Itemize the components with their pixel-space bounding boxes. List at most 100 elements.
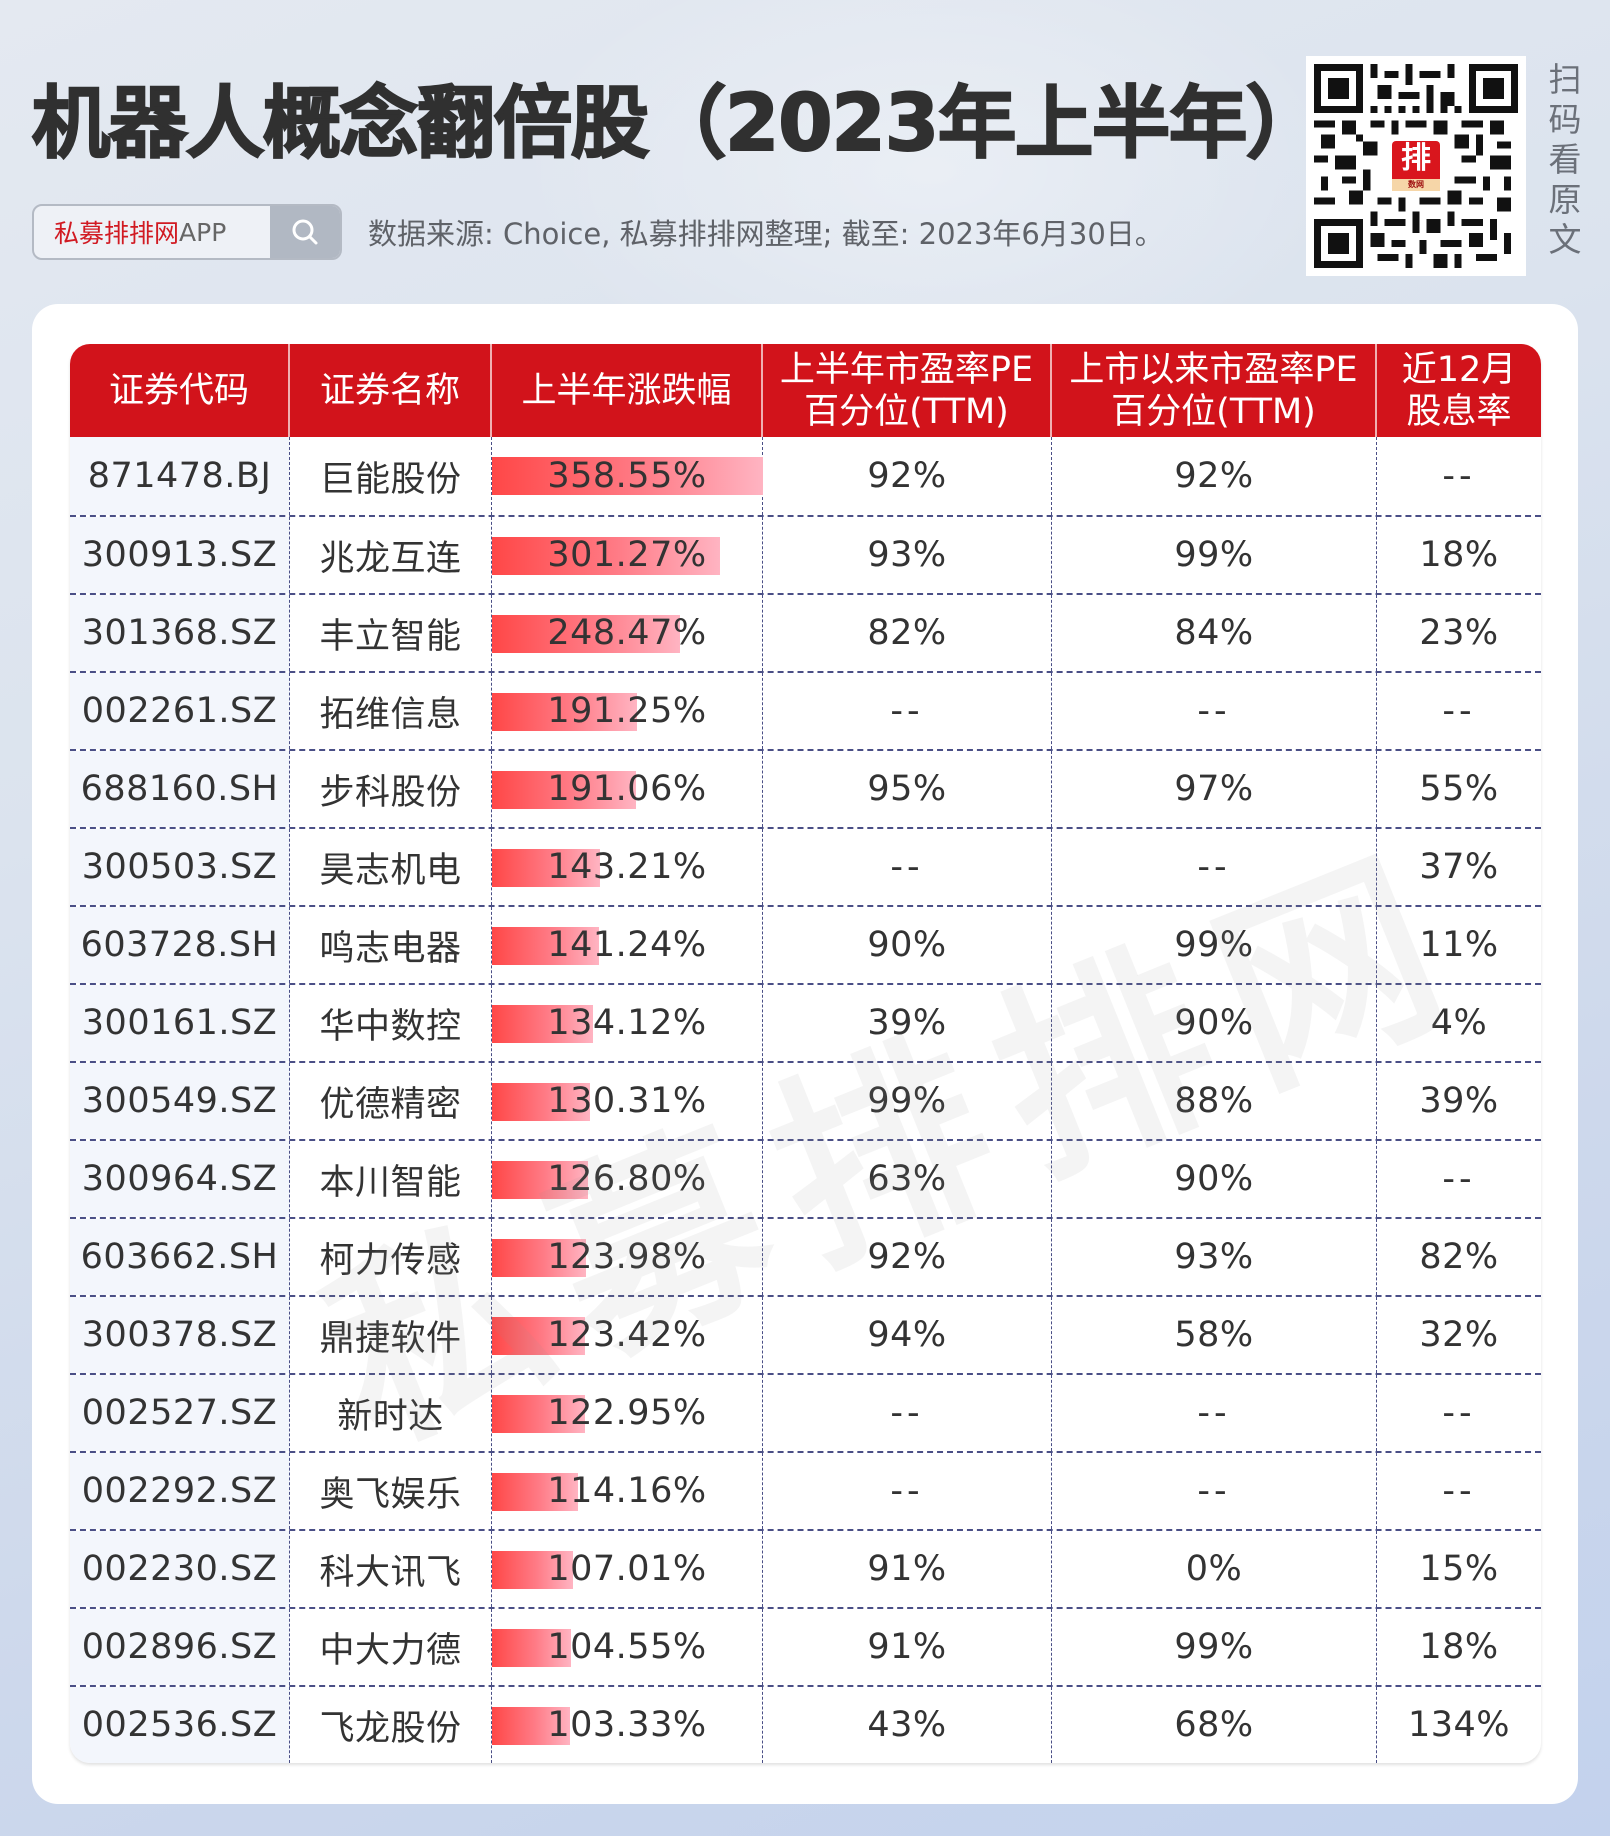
cell-name: 巨能股份 bbox=[290, 437, 492, 515]
table-row[interactable]: 002230.SZ 科大讯飞 107.01% 91% 0% 15% bbox=[70, 1529, 1541, 1607]
change-bar bbox=[492, 1629, 571, 1667]
cell-pe-since-listing: 99% bbox=[1052, 1609, 1377, 1685]
cell-change: 248.47% bbox=[492, 595, 763, 671]
cell-pe-since-listing: 90% bbox=[1052, 985, 1377, 1061]
table-row[interactable]: 300503.SZ 昊志机电 143.21% -- -- 37% bbox=[70, 827, 1541, 905]
scan-caption-char: 码 bbox=[1548, 100, 1582, 139]
cell-pe-h1: 92% bbox=[763, 437, 1052, 515]
column-header-change[interactable]: 上半年涨跌幅 bbox=[492, 344, 763, 437]
scan-caption-char: 扫 bbox=[1548, 60, 1582, 99]
table-row[interactable]: 688160.SH 步科股份 191.06% 95% 97% 55% bbox=[70, 749, 1541, 827]
cell-dividend: -- bbox=[1442, 691, 1476, 731]
cell-pe-since-listing: 68% bbox=[1052, 1687, 1377, 1763]
change-bar bbox=[492, 693, 637, 731]
cell-code: 871478.BJ bbox=[70, 437, 290, 515]
cell-code: 603728.SH bbox=[70, 907, 290, 983]
column-header-name[interactable]: 证券名称 bbox=[290, 344, 492, 437]
scan-caption-char: 文 bbox=[1548, 220, 1582, 259]
brand-label: 私募排排网 APP bbox=[34, 206, 270, 258]
column-header-pe-h1[interactable]: 上半年市盈率PE 百分位(TTM) bbox=[763, 344, 1052, 437]
table-row[interactable]: 300549.SZ 优德精密 130.31% 99% 88% 39% bbox=[70, 1061, 1541, 1139]
change-bar bbox=[492, 537, 720, 575]
qr-code[interactable]: 排 数网 bbox=[1306, 56, 1526, 276]
cell-pe-since-listing: -- bbox=[1052, 829, 1377, 905]
cell-pe-h1: 99% bbox=[763, 1063, 1052, 1139]
table-row[interactable]: 871478.BJ 巨能股份 358.55% 92% 92% -- bbox=[70, 437, 1541, 515]
cell-code: 300549.SZ bbox=[70, 1063, 290, 1139]
cell-name: 飞龙股份 bbox=[290, 1687, 492, 1763]
search-icon bbox=[292, 219, 318, 245]
cell-pe-h1: 92% bbox=[763, 1219, 1052, 1295]
cell-pe-since-listing: 88% bbox=[1052, 1063, 1377, 1139]
scan-caption-char: 看 bbox=[1548, 140, 1582, 179]
change-bar bbox=[492, 1317, 585, 1355]
cell-dividend: 32% bbox=[1419, 1315, 1499, 1355]
cell-pe-h1: -- bbox=[763, 829, 1052, 905]
cell-pe-since-listing: 90% bbox=[1052, 1141, 1377, 1217]
cell-name: 昊志机电 bbox=[290, 829, 492, 905]
cell-pe-h1: 91% bbox=[763, 1531, 1052, 1607]
cell-code: 002536.SZ bbox=[70, 1687, 290, 1763]
brand-search-box[interactable]: 私募排排网 APP bbox=[32, 204, 342, 260]
cell-code: 002261.SZ bbox=[70, 673, 290, 749]
table-row[interactable]: 301368.SZ 丰立智能 248.47% 82% 84% 23% bbox=[70, 593, 1541, 671]
table-header: 证券代码 证券名称 上半年涨跌幅 上半年市盈率PE 百分位(TTM) 上市以来市盈… bbox=[70, 344, 1541, 437]
cell-pe-since-listing: -- bbox=[1052, 1375, 1377, 1451]
cell-change: 134.12% bbox=[492, 985, 763, 1061]
change-bar bbox=[492, 771, 636, 809]
column-header-code[interactable]: 证券代码 bbox=[70, 344, 290, 437]
table-row[interactable]: 002896.SZ 中大力德 104.55% 91% 99% 18% bbox=[70, 1607, 1541, 1685]
cell-change: 107.01% bbox=[492, 1531, 763, 1607]
cell-pe-since-listing: 99% bbox=[1052, 907, 1377, 983]
table-row[interactable]: 603662.SH 柯力传感 123.98% 92% 93% 82% bbox=[70, 1217, 1541, 1295]
cell-pe-h1: 39% bbox=[763, 985, 1052, 1061]
cell-name: 鼎捷软件 bbox=[290, 1297, 492, 1373]
column-header-pe-since-listing[interactable]: 上市以来市盈率PE 百分位(TTM) bbox=[1052, 344, 1377, 437]
cell-dividend: 15% bbox=[1419, 1549, 1499, 1589]
table-row[interactable]: 300378.SZ 鼎捷软件 123.42% 94% 58% 32% bbox=[70, 1295, 1541, 1373]
brand-name-en: APP bbox=[179, 217, 227, 247]
data-source-note: 数据来源: Choice, 私募排排网整理; 截至: 2023年6月30日。 bbox=[368, 217, 1164, 251]
cell-change: 130.31% bbox=[492, 1063, 763, 1139]
table-row[interactable]: 002527.SZ 新时达 122.95% -- -- -- bbox=[70, 1373, 1541, 1451]
cell-pe-since-listing: 97% bbox=[1052, 751, 1377, 827]
cell-name: 柯力传感 bbox=[290, 1219, 492, 1295]
cell-change: 123.42% bbox=[492, 1297, 763, 1373]
cell-pe-h1: -- bbox=[763, 1375, 1052, 1451]
cell-change: 191.25% bbox=[492, 673, 763, 749]
cell-dividend: -- bbox=[1442, 456, 1476, 496]
table-row[interactable]: 002536.SZ 飞龙股份 103.33% 43% 68% 134% bbox=[70, 1685, 1541, 1763]
table-row[interactable]: 300161.SZ 华中数控 134.12% 39% 90% 4% bbox=[70, 983, 1541, 1061]
change-bar bbox=[492, 1161, 588, 1199]
search-button[interactable] bbox=[270, 206, 340, 258]
cell-dividend: 55% bbox=[1419, 769, 1499, 809]
change-bar bbox=[492, 927, 599, 965]
cell-code: 002230.SZ bbox=[70, 1531, 290, 1607]
cell-pe-h1: 63% bbox=[763, 1141, 1052, 1217]
stocks-table: 证券代码 证券名称 上半年涨跌幅 上半年市盈率PE 百分位(TTM) 上市以来市盈… bbox=[70, 344, 1541, 1763]
cell-code: 300913.SZ bbox=[70, 517, 290, 593]
cell-change: 141.24% bbox=[492, 907, 763, 983]
table-row[interactable]: 300964.SZ 本川智能 126.80% 63% 90% -- bbox=[70, 1139, 1541, 1217]
cell-pe-h1: 95% bbox=[763, 751, 1052, 827]
cell-name: 华中数控 bbox=[290, 985, 492, 1061]
qr-logo-char: 排 bbox=[1401, 141, 1431, 176]
cell-change: 301.27% bbox=[492, 517, 763, 593]
cell-dividend: 82% bbox=[1419, 1237, 1499, 1277]
table-row[interactable]: 603728.SH 鸣志电器 141.24% 90% 99% 11% bbox=[70, 905, 1541, 983]
table-row[interactable]: 002292.SZ 奥飞娱乐 114.16% -- -- -- bbox=[70, 1451, 1541, 1529]
cell-name: 本川智能 bbox=[290, 1141, 492, 1217]
cell-change: 126.80% bbox=[492, 1141, 763, 1217]
qr-logo: 排 数网 bbox=[1389, 138, 1443, 194]
cell-name: 优德精密 bbox=[290, 1063, 492, 1139]
cell-dividend: 23% bbox=[1419, 613, 1499, 653]
cell-name: 鸣志电器 bbox=[290, 907, 492, 983]
cell-change: 123.98% bbox=[492, 1219, 763, 1295]
cell-pe-h1: 94% bbox=[763, 1297, 1052, 1373]
table-row[interactable]: 002261.SZ 拓维信息 191.25% -- -- -- bbox=[70, 671, 1541, 749]
table-row[interactable]: 300913.SZ 兆龙互连 301.27% 93% 99% 18% bbox=[70, 515, 1541, 593]
column-header-dividend[interactable]: 近12月 股息率 bbox=[1401, 349, 1517, 432]
cell-dividend: -- bbox=[1442, 1393, 1476, 1433]
cell-pe-h1: 93% bbox=[763, 517, 1052, 593]
change-bar bbox=[492, 1083, 590, 1121]
